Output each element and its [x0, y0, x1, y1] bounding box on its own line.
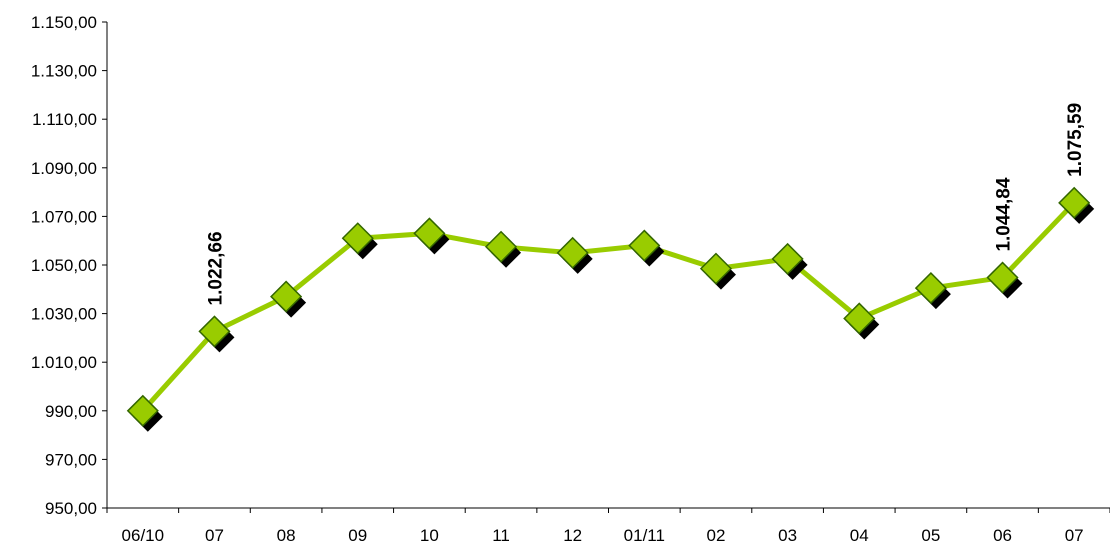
- marker-diamond: [413, 217, 446, 250]
- data-point: [843, 302, 880, 340]
- y-tick-label: 1.090,00: [31, 159, 97, 178]
- marker-diamond: [628, 229, 661, 262]
- data-label: 1.022,66: [205, 231, 226, 305]
- x-tick-label: 02: [707, 526, 726, 545]
- marker-diamond: [771, 242, 804, 275]
- data-labels: 1.022,66 1.044,84 1.075,59: [205, 103, 1086, 306]
- data-point: [126, 394, 163, 432]
- marker-diamond: [341, 222, 374, 255]
- marker-diamond: [986, 261, 1019, 294]
- x-tick-label: 11: [492, 526, 510, 545]
- data-point: [914, 272, 951, 310]
- x-tick-label: 07: [1065, 526, 1084, 545]
- y-tick-label: 1.070,00: [31, 207, 97, 226]
- y-tick-label: 1.150,00: [31, 13, 97, 32]
- marker-diamond: [484, 230, 518, 263]
- x-tick-label: 10: [420, 526, 439, 545]
- x-tick-label: 01/11: [624, 526, 665, 545]
- data-point: [556, 236, 593, 274]
- series-line: [140, 201, 1076, 413]
- x-tick-label: 06/10: [122, 526, 165, 545]
- y-tick-label: 990,00: [45, 402, 97, 421]
- x-tick-label: 08: [277, 526, 296, 545]
- y-tick-label: 950,00: [45, 499, 97, 518]
- marker-diamond: [914, 272, 947, 305]
- y-tick-label: 1.110,00: [32, 110, 97, 129]
- marker-diamond: [556, 236, 589, 269]
- marker-diamond: [843, 302, 876, 335]
- data-label: 1.075,59: [1065, 103, 1086, 177]
- y-tick-label: 1.050,00: [31, 256, 97, 275]
- x-tick-label: 04: [850, 526, 869, 545]
- y-tick-label: 1.030,00: [31, 305, 97, 324]
- x-tick-label: 05: [921, 526, 940, 545]
- x-tick-label: 09: [348, 526, 367, 545]
- y-tick-label: 1.130,00: [31, 62, 97, 81]
- data-point: [699, 252, 736, 290]
- y-tick-label: 970,00: [45, 450, 97, 469]
- data-point: [771, 242, 808, 280]
- y-tick-label: 1.010,00: [31, 353, 97, 372]
- x-tick-label: 07: [205, 526, 224, 545]
- y-ticks: 950,00 970,00 990,00 1.010,00 1.030,00 1.050,…: [31, 13, 107, 518]
- data-label: 1.044,84: [994, 177, 1015, 251]
- series-layer: [126, 186, 1095, 432]
- marker-diamond: [198, 315, 231, 348]
- data-point: [270, 280, 307, 318]
- data-point: [413, 217, 450, 255]
- data-point: [198, 315, 235, 353]
- data-point: [1058, 186, 1095, 224]
- x-tick-label: 12: [563, 526, 582, 545]
- x-tick-label: 06: [993, 526, 1012, 545]
- x-ticks: 06/10 07 08 09 10 11 12 01/11 02 03 04 05 06 07: [106, 508, 1110, 545]
- marker-diamond: [699, 252, 733, 285]
- marker-diamond: [1058, 186, 1091, 219]
- marker-diamond: [270, 280, 303, 313]
- data-point: [341, 222, 378, 260]
- data-point: [484, 230, 522, 268]
- data-point: [628, 229, 665, 267]
- data-point: [986, 261, 1023, 299]
- x-tick-label: 03: [778, 526, 797, 545]
- axes: [106, 22, 1110, 509]
- marker-diamond: [126, 394, 159, 427]
